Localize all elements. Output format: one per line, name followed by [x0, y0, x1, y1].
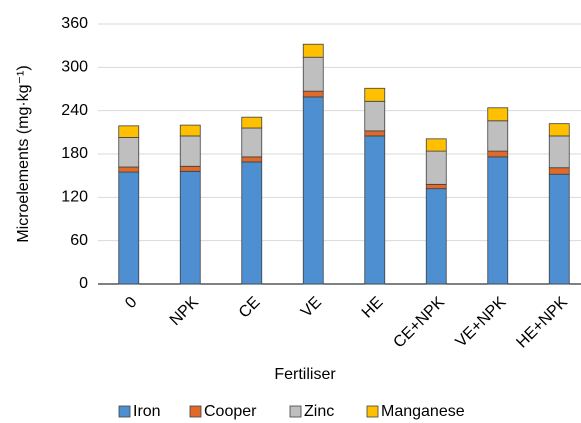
legend-swatch: [366, 405, 379, 418]
bar-segment: [425, 138, 447, 152]
legend-label: Manganese: [381, 403, 465, 420]
x-tick-label: CE+NPK: [390, 294, 448, 352]
bar-segment: [118, 171, 140, 285]
x-tick-label: VE+NPK: [453, 294, 510, 351]
bar-segment: [425, 183, 447, 190]
bar-segment: [425, 150, 447, 185]
bar-segment: [241, 127, 263, 158]
legend-label: Zinc: [304, 403, 334, 420]
y-axis-title: Microelements (mg·kg⁻¹): [15, 65, 32, 242]
bar-segment: [487, 107, 509, 122]
y-tick-label: 300: [61, 59, 88, 76]
y-tick-label: 0: [79, 275, 88, 292]
y-tick-label: 120: [61, 189, 88, 206]
bar-segment: [548, 173, 570, 285]
legend-swatch: [189, 405, 202, 418]
legend-swatch: [118, 405, 131, 418]
bar-segment: [302, 43, 324, 58]
bar-segment: [179, 124, 201, 137]
x-tick-label: VE: [298, 294, 325, 321]
bar-segment: [487, 150, 509, 158]
x-tick-label: CE: [236, 294, 264, 322]
bar-segment: [118, 166, 140, 173]
bar-segment: [364, 87, 386, 102]
x-axis-title: Fertiliser: [274, 366, 336, 383]
bar-segment: [302, 56, 324, 92]
legend-swatch: [289, 405, 302, 418]
x-tick-label: HE+NPK: [513, 294, 571, 352]
bar-segment: [179, 170, 201, 285]
bar-segment: [364, 130, 386, 137]
bar-segment: [364, 100, 386, 132]
bar-segment: [241, 156, 263, 163]
bar-segment: [364, 135, 386, 285]
y-tick-label: 360: [61, 15, 88, 32]
bar-segment: [179, 165, 201, 172]
legend-label: Iron: [133, 403, 161, 420]
x-tick-label: NPK: [167, 294, 203, 330]
y-tick-label: 60: [70, 232, 88, 249]
y-tick-label: 240: [61, 102, 88, 119]
bar-segment: [487, 120, 509, 152]
bar-segment: [118, 136, 140, 168]
y-tick-label: 180: [61, 145, 88, 162]
bar-segment: [487, 156, 509, 285]
legend-label: Cooper: [204, 403, 257, 420]
bar-segment: [241, 161, 263, 285]
bar-segment: [302, 96, 324, 285]
bar-segment: [302, 90, 324, 98]
bar-segment: [425, 188, 447, 285]
bar-segment: [179, 135, 201, 167]
bar-segment: [241, 116, 263, 129]
bar-segment: [548, 167, 570, 175]
bar-segment: [548, 123, 570, 137]
bar-segment: [118, 125, 140, 138]
bar-segment: [548, 135, 570, 169]
x-tick-label: HE: [359, 294, 387, 322]
x-tick-label: 0: [122, 294, 140, 312]
